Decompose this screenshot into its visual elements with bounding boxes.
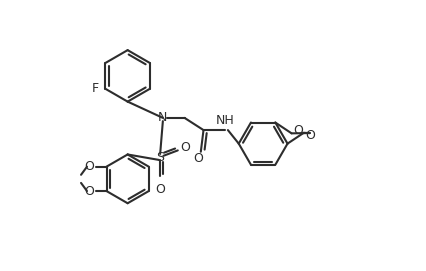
Text: O: O	[84, 160, 94, 173]
Text: F: F	[92, 82, 98, 95]
Text: O: O	[155, 183, 165, 196]
Text: N: N	[158, 111, 167, 124]
Text: O: O	[84, 185, 94, 198]
Text: S: S	[156, 151, 164, 164]
Text: NH: NH	[216, 114, 235, 127]
Text: O: O	[293, 124, 303, 137]
Text: O: O	[305, 129, 315, 142]
Text: O: O	[180, 141, 190, 154]
Text: O: O	[193, 152, 203, 165]
